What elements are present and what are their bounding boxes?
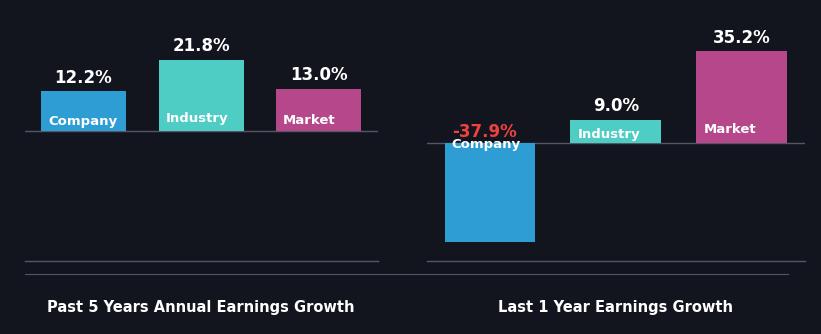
Bar xyxy=(277,89,361,131)
Text: 13.0%: 13.0% xyxy=(290,66,347,84)
Text: 21.8%: 21.8% xyxy=(172,37,230,55)
Text: Company: Company xyxy=(452,138,521,151)
Text: Past 5 Years Annual Earnings Growth: Past 5 Years Annual Earnings Growth xyxy=(48,300,355,315)
Bar xyxy=(444,143,535,242)
Text: Last 1 Year Earnings Growth: Last 1 Year Earnings Growth xyxy=(498,300,733,315)
Text: 35.2%: 35.2% xyxy=(713,29,771,47)
Bar xyxy=(571,120,661,143)
Text: Market: Market xyxy=(704,123,756,136)
Text: 9.0%: 9.0% xyxy=(593,97,639,115)
Text: Company: Company xyxy=(48,115,117,128)
Text: Industry: Industry xyxy=(166,112,228,125)
Text: 12.2%: 12.2% xyxy=(54,68,112,87)
Text: -37.9%: -37.9% xyxy=(452,123,516,141)
Text: Industry: Industry xyxy=(578,128,640,141)
Bar xyxy=(158,60,244,131)
Bar xyxy=(41,91,126,131)
Bar xyxy=(696,51,787,143)
Text: Market: Market xyxy=(283,114,336,127)
